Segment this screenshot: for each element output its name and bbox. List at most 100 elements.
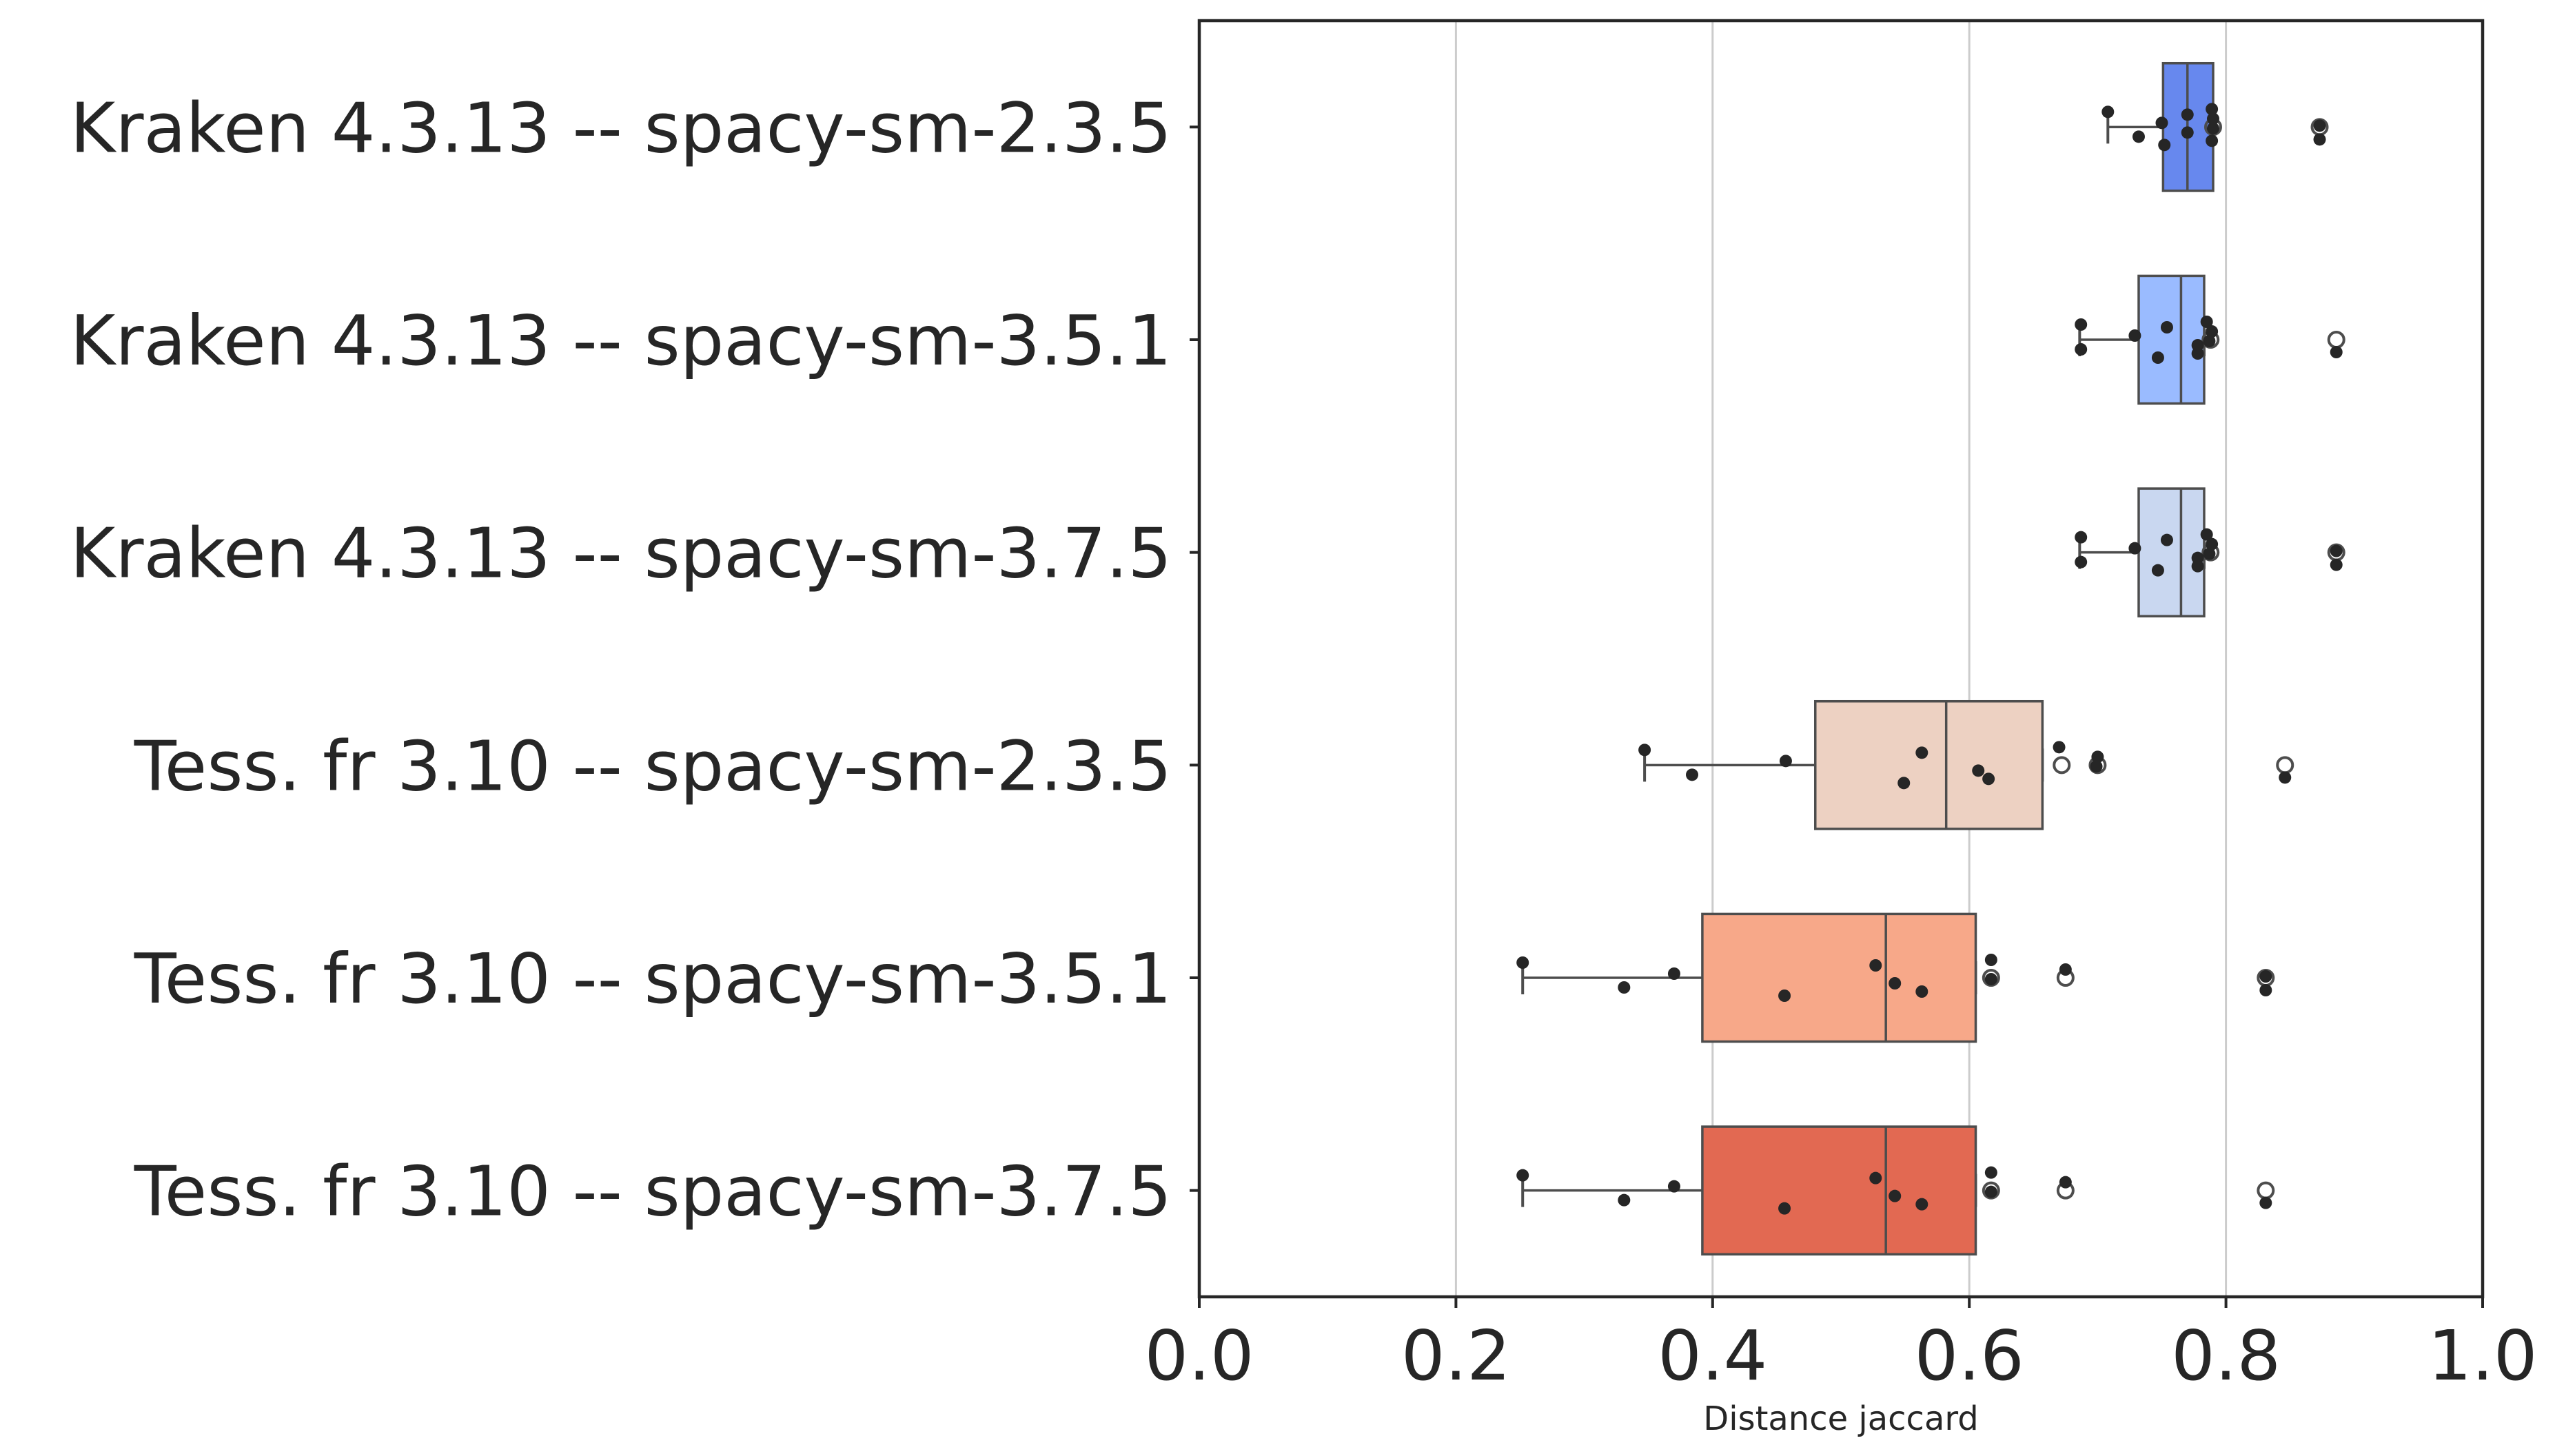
category-label: Tess. fr 3.10 -- spacy-sm-3.7.5 bbox=[134, 1151, 1172, 1232]
data-point bbox=[2200, 316, 2213, 328]
data-point bbox=[1686, 768, 1699, 781]
data-point bbox=[2151, 564, 2164, 577]
data-point bbox=[2160, 321, 2173, 334]
x-tick-label: 0.4 bbox=[1658, 1315, 1767, 1396]
data-point bbox=[2206, 103, 2219, 116]
data-point bbox=[2200, 528, 2213, 541]
x-tick-label: 0.8 bbox=[2171, 1315, 2281, 1396]
data-point bbox=[2203, 547, 2216, 560]
data-point bbox=[1778, 1202, 1791, 1215]
data-point bbox=[2101, 105, 2115, 119]
data-point bbox=[2132, 130, 2145, 143]
outlier-marker bbox=[2053, 756, 2071, 775]
data-point bbox=[1984, 954, 1997, 966]
data-point bbox=[1618, 1193, 1631, 1207]
data-point bbox=[1667, 967, 1680, 980]
box-body bbox=[1701, 912, 1977, 1043]
data-point bbox=[2259, 970, 2272, 983]
axes-spines bbox=[1197, 19, 2485, 1299]
data-point bbox=[2206, 134, 2219, 147]
data-point bbox=[2203, 335, 2216, 347]
box-series bbox=[1521, 61, 2345, 1256]
data-point bbox=[2160, 533, 2173, 546]
data-point bbox=[2313, 119, 2326, 132]
data-point bbox=[1984, 973, 1997, 985]
x-axis: 0.0 0.2 0.4 0.6 0.8 1.0 bbox=[1144, 1297, 2538, 1396]
data-point bbox=[2128, 542, 2141, 555]
grid-lines bbox=[1198, 21, 2484, 1297]
data-point bbox=[2075, 531, 2088, 544]
box-4 bbox=[1521, 912, 2275, 1043]
data-point bbox=[2091, 750, 2104, 763]
strip-points bbox=[1516, 103, 2343, 1215]
data-point bbox=[1984, 1185, 1997, 1198]
data-point bbox=[2151, 351, 2164, 364]
data-point bbox=[1516, 1169, 1529, 1182]
data-point bbox=[1667, 1180, 1680, 1193]
x-axis-title: Distance jaccard bbox=[1703, 1399, 1978, 1438]
data-point bbox=[2313, 133, 2326, 146]
data-point bbox=[2075, 343, 2088, 356]
data-point bbox=[1869, 959, 1882, 972]
data-point bbox=[2181, 126, 2194, 139]
data-point bbox=[2059, 1176, 2072, 1189]
box-3 bbox=[1643, 699, 2294, 830]
category-label: Kraken 4.3.13 -- spacy-sm-2.3.5 bbox=[70, 88, 1172, 168]
data-point bbox=[2059, 963, 2072, 976]
outlier-marker bbox=[2276, 756, 2294, 775]
data-point bbox=[2206, 537, 2219, 551]
data-point bbox=[1915, 985, 1928, 998]
x-tick-label: 0.6 bbox=[1915, 1315, 2024, 1396]
category-axis: Kraken 4.3.13 -- spacy-sm-2.3.5 Kraken 4.… bbox=[70, 88, 1199, 1232]
x-tick-label: 0.2 bbox=[1401, 1315, 1511, 1396]
outlier-marker bbox=[2327, 331, 2345, 349]
data-point bbox=[2075, 555, 2088, 568]
x-tick-label: 1.0 bbox=[2427, 1315, 2537, 1396]
data-point bbox=[1972, 764, 1985, 777]
box-body bbox=[1814, 699, 2044, 830]
data-point bbox=[2155, 116, 2168, 130]
data-point bbox=[1982, 772, 1995, 786]
box-body bbox=[2137, 487, 2206, 618]
data-point bbox=[2128, 329, 2141, 342]
data-point bbox=[2090, 760, 2103, 773]
data-point bbox=[1897, 777, 1911, 790]
category-label: Tess. fr 3.10 -- spacy-sm-3.5.1 bbox=[134, 939, 1172, 1019]
data-point bbox=[2330, 544, 2343, 557]
category-label: Kraken 4.3.13 -- spacy-sm-3.5.1 bbox=[70, 300, 1172, 381]
data-point bbox=[1984, 1166, 1997, 1179]
data-point bbox=[2330, 346, 2343, 358]
data-point bbox=[1889, 1189, 1902, 1202]
data-point bbox=[2181, 108, 2194, 121]
data-point bbox=[2259, 1196, 2272, 1209]
data-point bbox=[1779, 755, 1792, 768]
data-point bbox=[2259, 984, 2272, 996]
box-body bbox=[1701, 1125, 1977, 1256]
data-point bbox=[1889, 977, 1902, 990]
box-body bbox=[2137, 274, 2206, 405]
plot-frame bbox=[1197, 19, 2485, 1299]
data-point bbox=[1638, 744, 1651, 757]
x-tick-label: 0.0 bbox=[1144, 1315, 1254, 1396]
category-label: Kraken 4.3.13 -- spacy-sm-3.7.5 bbox=[70, 513, 1172, 594]
data-point bbox=[2053, 741, 2066, 754]
data-point bbox=[2330, 558, 2343, 571]
data-point bbox=[1915, 1198, 1928, 1211]
data-point bbox=[2206, 325, 2219, 338]
box-5 bbox=[1521, 1125, 2275, 1256]
data-point bbox=[2191, 347, 2204, 360]
data-point bbox=[1915, 746, 1928, 759]
data-point bbox=[1778, 990, 1791, 1002]
outlier-marker bbox=[2257, 1181, 2275, 1200]
data-point bbox=[2191, 560, 2204, 573]
data-point bbox=[2206, 112, 2219, 125]
data-point bbox=[2075, 318, 2088, 331]
data-point bbox=[2206, 122, 2219, 135]
data-point bbox=[1618, 981, 1631, 994]
data-point bbox=[1869, 1171, 1882, 1185]
data-point bbox=[1516, 956, 1529, 969]
data-point bbox=[2279, 771, 2292, 784]
data-point bbox=[2158, 139, 2171, 152]
category-label: Tess. fr 3.10 -- spacy-sm-2.3.5 bbox=[134, 726, 1172, 806]
